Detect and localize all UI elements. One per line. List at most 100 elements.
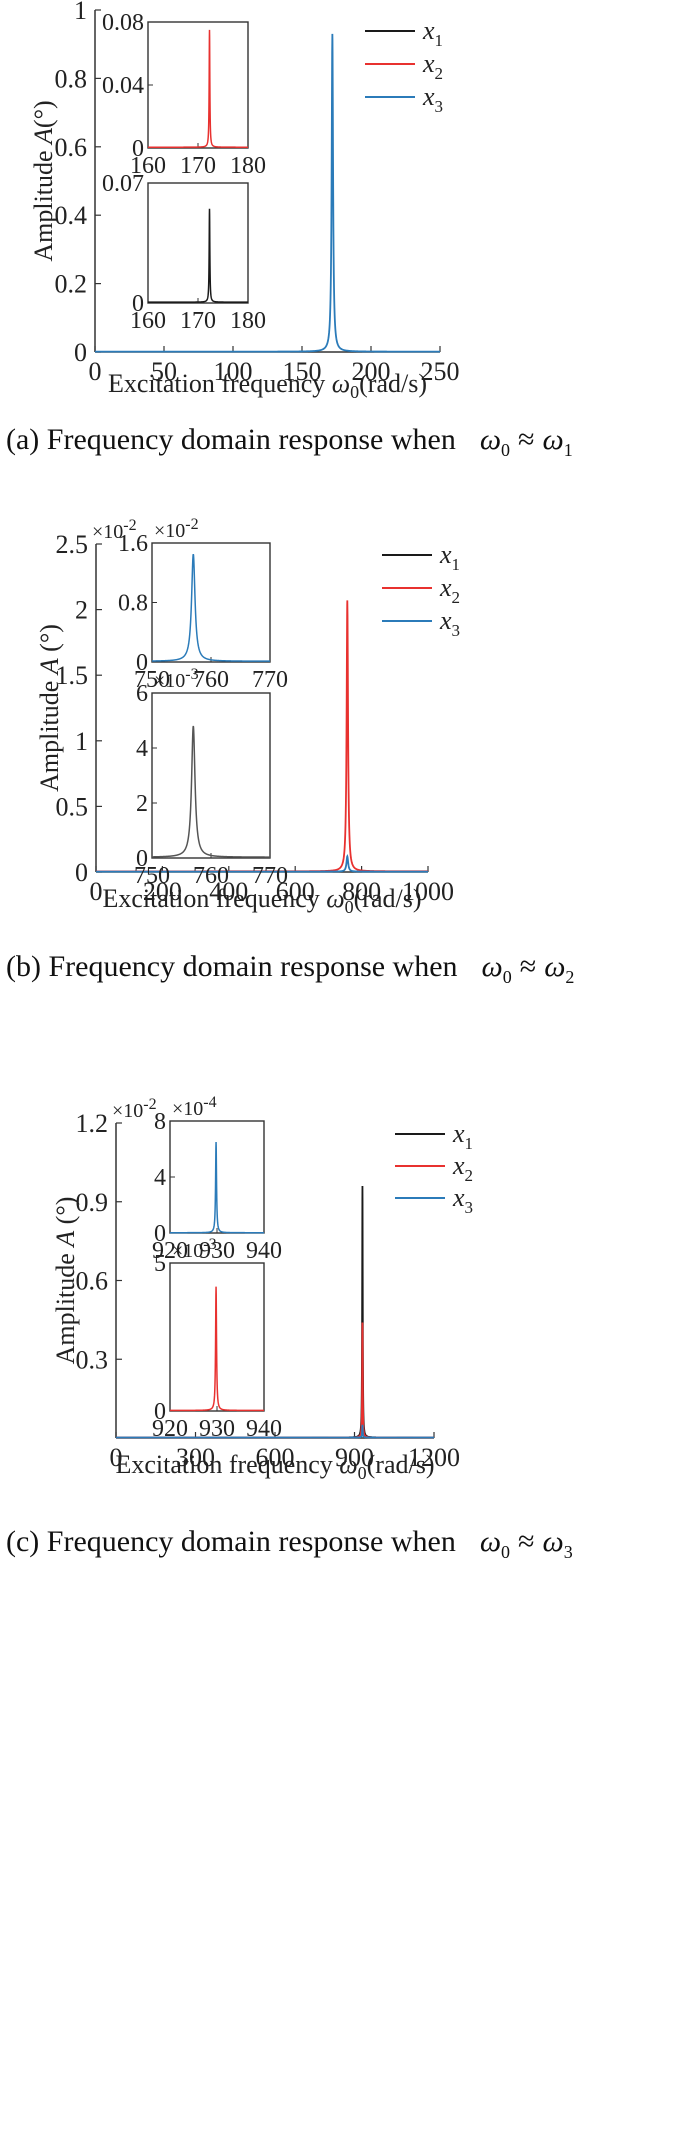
inset-y-tick-label: 0.07: [102, 171, 144, 197]
inset-x-tick-label: 170: [180, 153, 216, 179]
inset-x-tick-label: 760: [193, 667, 229, 693]
x-tick-label: 250: [421, 357, 460, 386]
inset-x-tick-label: 750: [134, 667, 170, 693]
legend-label: x1: [422, 16, 443, 50]
y-axis-b-multiplier: ×10-2: [92, 517, 137, 543]
inset-frame: [147, 182, 249, 304]
legend-label: x2: [452, 1151, 473, 1185]
inset-series-line: [148, 29, 248, 148]
y-tick-label: 0.8: [55, 64, 88, 93]
legend-label: x1: [452, 1119, 473, 1153]
legend-label: x3: [439, 606, 460, 640]
inset-y-tick-label: 0: [132, 291, 144, 317]
x-tick-label: 0: [89, 357, 102, 386]
inset-a-1: 160 170 180 0 0.04 0.08: [102, 10, 266, 179]
inset-y-tick-label: 6: [136, 681, 148, 707]
legend-label: x3: [422, 82, 443, 116]
caption-a: (a) Frequency domain response when ω0 ≈ ω1: [6, 423, 573, 460]
inset-x-tick-label: 770: [252, 863, 288, 889]
y-tick-label: 1: [74, 0, 87, 25]
inset-y-tick-label: 0.04: [102, 73, 144, 99]
panel-a: 0 50 100 150 200 250 0 0.2 0.4 0.6 0.8 1 Excitation …: [6, 0, 573, 460]
y-axis-label-c: Amplitude A (°): [51, 1197, 80, 1365]
x-tick-label: 600: [256, 1443, 295, 1472]
inset-y-tick-label: 0: [154, 1221, 166, 1247]
legend-label: x2: [439, 573, 460, 607]
inset-series-line: [170, 1141, 264, 1234]
x-tick-label: 600: [276, 877, 315, 906]
series-x3-line: [95, 33, 440, 353]
y-axis-c-multiplier: ×10-2: [112, 1096, 157, 1122]
inset-x-tick-label: 770: [252, 667, 288, 693]
x-tick-label: 1000: [402, 877, 454, 906]
inset-c-2-multiplier: ×10-3: [172, 1236, 217, 1262]
inset-x-tick-label: 920: [152, 1416, 188, 1442]
inset-y-tick-label: 0: [154, 1399, 166, 1425]
y-tick-label: 1.5: [56, 661, 89, 690]
x-axis-label-a: Excitation frequency ω0(rad/s): [108, 369, 427, 402]
inset-b-2: 750 760 770 0 2 4 6 ×10-3: [134, 666, 288, 889]
inset-x-tick-label: 940: [246, 1416, 282, 1442]
y-axis-label-a: Amplitude A(°): [29, 100, 58, 261]
x-tick-label: 400: [209, 877, 248, 906]
inset-b-1-multiplier: ×10-2: [154, 516, 199, 542]
inset-y-tick-label: 4: [154, 1165, 166, 1191]
y-tick-label: 0.2: [55, 270, 88, 299]
y-tick-label: 1.2: [76, 1109, 109, 1138]
inset-x-tick-label: 750: [134, 863, 170, 889]
inset-c-1: 920 930 940 0 4 8 ×10-4: [152, 1094, 282, 1264]
inset-x-tick-label: 180: [230, 308, 266, 334]
x-tick-label: 1200: [408, 1443, 460, 1472]
inset-frame: [151, 542, 271, 663]
y-tick-label: 0.5: [56, 792, 89, 821]
y-axis-label-b: Amplitude A (°): [35, 624, 64, 792]
x-tick-label: 0: [90, 877, 103, 906]
x-axis-label-c: Excitation frequency ω0(rad/s): [115, 1450, 434, 1483]
inset-x-tick-label: 170: [180, 308, 216, 334]
inset-frame: [147, 21, 249, 149]
y-tick-label: 0.4: [55, 201, 88, 230]
inset-c-1-multiplier: ×10-4: [172, 1094, 217, 1120]
x-tick-label: 300: [176, 1443, 215, 1472]
y-tick-label: 0.6: [55, 133, 88, 162]
y-tick-label: 2.5: [56, 530, 89, 559]
y-tick-label: 0.3: [76, 1345, 109, 1374]
inset-series-line: [151, 725, 270, 858]
x-tick-label: 50: [151, 357, 177, 386]
x-tick-label: 0: [110, 1443, 123, 1472]
inset-x-tick-label: 180: [230, 153, 266, 179]
inset-x-tick-label: 930: [199, 1416, 235, 1442]
series-x3-line: [116, 1424, 434, 1439]
x-tick-label: 200: [143, 877, 182, 906]
inset-y-tick-label: 8: [154, 1109, 166, 1135]
x-tick-label: 900: [335, 1443, 374, 1472]
caption-b: (b) Frequency domain response when ω0 ≈ ω2: [6, 950, 574, 987]
inset-x-tick-label: 160: [130, 153, 166, 179]
inset-x-tick-label: 160: [130, 308, 166, 334]
legend-label: x3: [452, 1183, 473, 1217]
x-tick-label: 100: [214, 357, 253, 386]
y-tick-label: 0.6: [76, 1267, 109, 1296]
inset-series-line: [152, 554, 270, 662]
inset-a-2: 160 170 180 0 0.07: [102, 171, 266, 334]
y-tick-label: 1: [75, 727, 88, 756]
caption-c: (c) Frequency domain response when ω0 ≈ ω3: [6, 1525, 573, 1562]
inset-y-tick-label: 0: [136, 846, 148, 872]
legend-label: x1: [439, 540, 460, 574]
x-tick-label: 150: [283, 357, 322, 386]
y-tick-label: 2: [75, 596, 88, 625]
x-tick-label: 800: [342, 877, 381, 906]
inset-series-line: [170, 1286, 264, 1412]
inset-frame: [151, 692, 271, 859]
panel-c: 0 300 600 900 1200 0.3 0.6 0.9 1.2 ×10-2 Excitatio…: [6, 1094, 573, 1562]
inset-b-2-multiplier: ×10-3: [154, 666, 199, 692]
inset-c-2: 920 930 940 0 5 ×10-3: [152, 1236, 282, 1442]
inset-x-tick-label: 920: [152, 1238, 188, 1264]
inset-y-tick-label: 4: [136, 736, 148, 762]
inset-y-tick-label: 0.08: [102, 10, 144, 36]
